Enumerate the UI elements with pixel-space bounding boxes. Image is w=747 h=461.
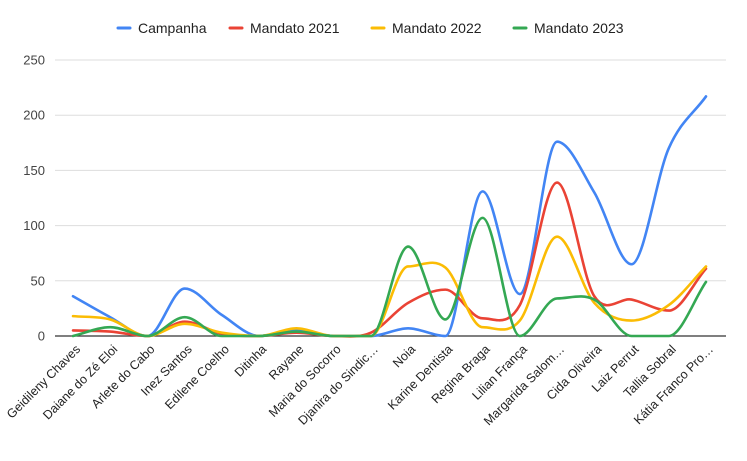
- y-tick-label: 50: [31, 273, 45, 288]
- y-tick-label: 200: [23, 108, 45, 123]
- legend-label-campanha: Campanha: [138, 20, 207, 36]
- x-tick-label: Noia: [390, 342, 418, 370]
- y-axis-ticks: 0 50 100 150 200 250: [23, 53, 45, 344]
- series-lines: [71, 95, 708, 338]
- legend-label-mandato-2022: Mandato 2022: [392, 20, 482, 36]
- series-line-mandato-2021: [71, 181, 708, 338]
- legend-label-mandato-2021: Mandato 2021: [250, 20, 340, 36]
- y-tick-label: 0: [38, 329, 45, 344]
- legend-label-mandato-2023: Mandato 2023: [534, 20, 624, 36]
- series-line-campanha: [71, 95, 708, 338]
- legend: Campanha Mandato 2021 Mandato 2022 Mandato …: [116, 20, 624, 36]
- y-tick-label: 150: [23, 163, 45, 178]
- gridlines: [55, 59, 726, 337]
- x-tick-label: Edilene Coelho: [162, 342, 232, 412]
- y-tick-label: 100: [23, 218, 45, 233]
- y-tick-label: 250: [23, 53, 45, 68]
- series-line-mandato-2022: [71, 235, 708, 338]
- series-line-mandato-2023: [71, 216, 708, 338]
- x-tick-label: Ditinha: [232, 342, 269, 379]
- x-tick-label: Karine Dentista: [385, 342, 455, 412]
